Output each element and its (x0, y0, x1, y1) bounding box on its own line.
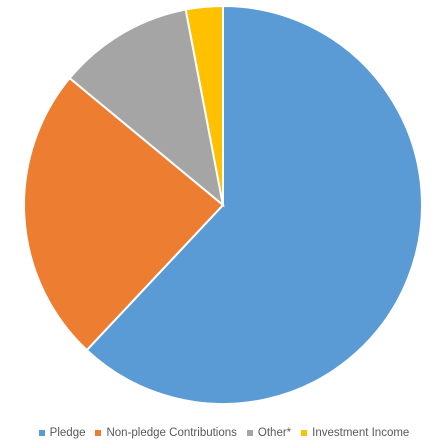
legend-swatch-pledge (38, 430, 45, 436)
legend-swatch-non-pledge-contributions (95, 430, 102, 436)
legend-entry-investment-income: Investment Income (301, 427, 409, 439)
slice-pledge (85, 4, 423, 405)
legend-swatch-other (246, 430, 253, 436)
legend-label-pledge: Pledge (49, 427, 86, 439)
slice-other (68, 8, 225, 208)
legend: Pledge Non-pledge Contributions Other* Inve… (0, 424, 448, 442)
legend-label-non-pledge-contributions: Non-pledge Contributions (106, 427, 237, 439)
slice-investment-income (184, 4, 224, 206)
legend-label-investment-income: Investment Income (312, 427, 410, 439)
legend-entry-non-pledge-contributions: Non-pledge Contributions (95, 427, 237, 439)
legend-label-other: Other* (257, 427, 292, 439)
legend-swatch-investment-income (301, 430, 308, 436)
slice-non-pledge-contributions (23, 76, 225, 352)
pie-chart (23, 4, 423, 405)
legend-entry-pledge: Pledge (38, 427, 86, 439)
legend-entry-other: Other* (246, 427, 292, 439)
